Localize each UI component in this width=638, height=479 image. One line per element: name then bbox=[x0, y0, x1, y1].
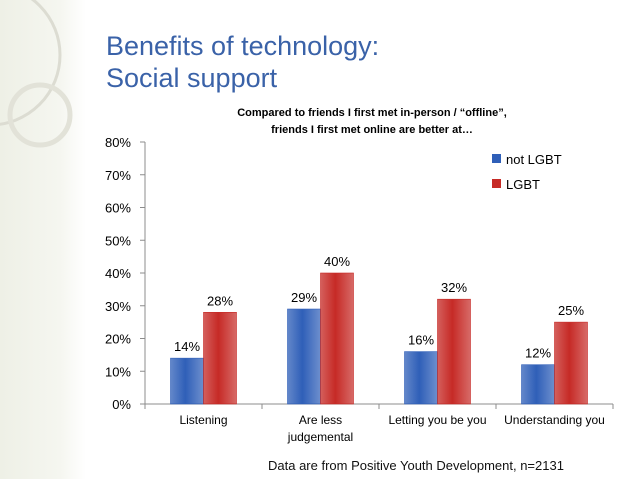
data-label: 14% bbox=[174, 339, 200, 354]
y-tick-label: 20% bbox=[105, 332, 131, 347]
bar-lgbt bbox=[437, 298, 471, 405]
decorative-circles bbox=[0, 0, 73, 148]
data-label: 25% bbox=[558, 303, 584, 318]
legend-swatch bbox=[492, 154, 501, 163]
x-tick-label: judgemental bbox=[287, 430, 353, 444]
data-label: 40% bbox=[324, 254, 350, 269]
bar-not-lgbt bbox=[521, 364, 555, 405]
legend-label: LGBT bbox=[506, 177, 540, 192]
slide-title-line-2: Social support bbox=[106, 63, 278, 93]
left-decorative-band bbox=[0, 0, 86, 479]
x-tick-label: Understanding you bbox=[504, 413, 605, 427]
y-tick-label: 40% bbox=[105, 266, 131, 281]
y-tick-label: 80% bbox=[105, 135, 131, 150]
y-tick-label: 0% bbox=[112, 397, 131, 412]
bar-not-lgbt bbox=[287, 308, 321, 405]
y-tick-label: 30% bbox=[105, 299, 131, 314]
data-label: 12% bbox=[525, 346, 551, 361]
chart-title-line-1: Compared to friends I first met in-perso… bbox=[237, 107, 507, 119]
data-label: 28% bbox=[207, 293, 233, 308]
data-label: 16% bbox=[408, 333, 434, 348]
bar-not-lgbt bbox=[404, 351, 438, 405]
slide-title: Benefits of technology: Social support bbox=[106, 30, 379, 94]
x-tick-label: Letting you be you bbox=[388, 413, 486, 427]
y-tick-label: 50% bbox=[105, 233, 131, 248]
x-tick-label: Are less bbox=[299, 413, 342, 427]
x-tick-label: Listening bbox=[179, 413, 227, 427]
bar-not-lgbt bbox=[170, 357, 204, 405]
bar-lgbt bbox=[203, 311, 237, 405]
legend-swatch bbox=[492, 179, 501, 188]
footnote: Data are from Positive Youth Development… bbox=[268, 458, 564, 473]
chart-title: Compared to friends I first met in-perso… bbox=[200, 105, 544, 139]
data-label: 29% bbox=[291, 290, 317, 305]
y-tick-label: 60% bbox=[105, 201, 131, 216]
chart-title-line-2: friends I first met online are better at… bbox=[271, 124, 473, 136]
slide-title-line-1: Benefits of technology: bbox=[106, 31, 380, 61]
y-tick-label: 10% bbox=[105, 364, 131, 379]
bar-lgbt bbox=[554, 321, 588, 405]
bar-lgbt bbox=[320, 272, 354, 405]
legend-label: not LGBT bbox=[506, 152, 562, 167]
data-label: 32% bbox=[441, 280, 467, 295]
y-tick-label: 70% bbox=[105, 168, 131, 183]
